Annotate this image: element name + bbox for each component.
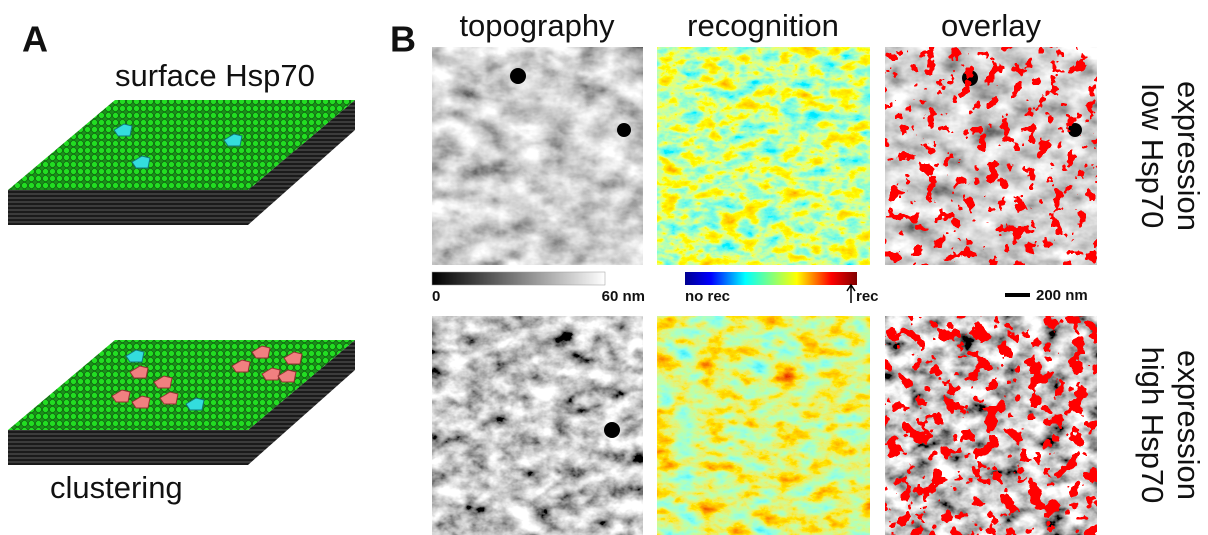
column-title: overlay — [941, 8, 1041, 43]
color-bar-label: rec — [856, 288, 879, 305]
arrow — [847, 285, 855, 303]
image-row — [432, 316, 1097, 535]
column-title: recognition — [687, 8, 839, 43]
scale-bar-label: 200 nm — [1036, 287, 1088, 304]
caption: surface Hsp70 — [115, 58, 315, 93]
color-bar — [432, 272, 605, 285]
membrane — [8, 340, 355, 465]
color-bar-label: 60 nm — [602, 288, 645, 305]
column-title: topography — [459, 8, 615, 43]
row-label: high Hsp70 — [1135, 347, 1170, 504]
caption: clustering — [50, 470, 183, 505]
row-label: low Hsp70 — [1135, 84, 1170, 229]
color-bar — [685, 272, 857, 285]
figure: A surface Hsp70 clu — [0, 0, 1208, 535]
color-bar-label: 0 — [432, 288, 440, 305]
image-row — [432, 47, 1097, 265]
panel-label: A — [22, 19, 48, 60]
row-label: expression — [1171, 81, 1206, 231]
panel-label: B — [390, 19, 416, 60]
row-label: expression — [1171, 350, 1206, 500]
color-bar-label: no rec — [685, 288, 730, 305]
membrane — [8, 100, 355, 225]
